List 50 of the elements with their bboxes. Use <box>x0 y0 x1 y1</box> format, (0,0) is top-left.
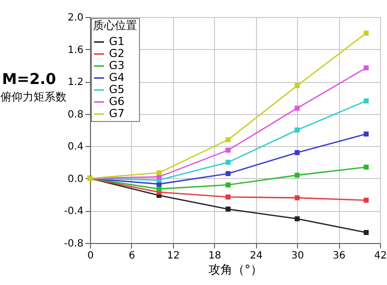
point <box>364 132 369 137</box>
legend-label: G7 <box>109 107 125 120</box>
point <box>226 171 231 176</box>
legend-title: 质心位置 <box>93 19 137 32</box>
point <box>156 170 162 176</box>
point <box>364 230 369 236</box>
legend-label: G5 <box>109 83 125 96</box>
point <box>294 106 300 111</box>
point <box>364 98 369 104</box>
point <box>364 164 369 170</box>
point <box>294 216 300 222</box>
y-tick-label: 2.0 <box>68 12 84 24</box>
point <box>156 186 162 192</box>
point <box>226 182 231 188</box>
legend-label: G6 <box>109 95 125 108</box>
point <box>226 194 231 200</box>
point <box>226 160 231 165</box>
text: M=2.0 <box>2 70 56 88</box>
x-tick-label: 24 <box>250 250 263 262</box>
point <box>294 195 300 200</box>
y-tick-label: 1.6 <box>68 44 84 56</box>
point <box>364 198 369 203</box>
x-tick-label: 42 <box>374 250 387 262</box>
point <box>226 206 231 212</box>
legend-label: G3 <box>109 59 125 72</box>
y-tick-label: 0.0 <box>68 174 84 185</box>
x-axis-title: 攻角（°） <box>208 262 262 276</box>
y-axis-title: 俯仰力矩系数 <box>0 90 66 104</box>
point <box>226 148 231 153</box>
x-tick-label: 0 <box>87 250 94 262</box>
legend-label: G1 <box>109 35 125 48</box>
y-tick-label: 0.8 <box>68 109 84 120</box>
point <box>226 137 231 142</box>
y-tick-label: -0.8 <box>64 238 84 250</box>
point <box>294 128 300 132</box>
y-tick-label: 0.4 <box>68 142 84 153</box>
x-tick-label: 18 <box>208 250 222 262</box>
legend-label: G4 <box>109 71 125 84</box>
point <box>364 30 369 36</box>
point <box>294 150 300 156</box>
x-tick-label: 30 <box>291 250 304 262</box>
y-tick-label: -0.4 <box>64 206 84 218</box>
legend-label: G2 <box>109 47 125 60</box>
x-tick-label: 36 <box>332 250 346 262</box>
point <box>294 172 300 178</box>
point <box>294 83 300 88</box>
point <box>364 65 369 70</box>
x-tick-label: 12 <box>166 250 180 262</box>
y-tick-label: 1.2 <box>68 77 84 88</box>
x-tick-label: 6 <box>128 250 136 262</box>
